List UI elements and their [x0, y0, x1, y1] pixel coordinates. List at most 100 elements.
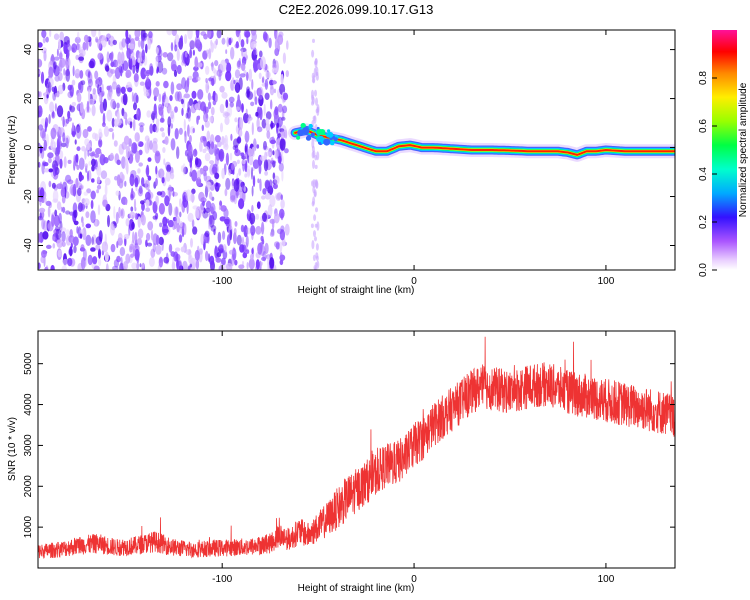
noise-blob	[50, 140, 54, 150]
noise-blob	[251, 167, 253, 180]
noise-blob	[167, 52, 174, 62]
noise-blob	[241, 62, 246, 72]
noise-blob	[257, 178, 260, 184]
noise-blob	[189, 171, 192, 177]
noise-blob	[286, 40, 289, 50]
noise-blob	[54, 103, 58, 112]
noise-blob	[136, 254, 140, 264]
noise-blob	[96, 176, 101, 184]
noise-blob	[241, 244, 247, 254]
noise-blob	[229, 219, 232, 231]
noise-blob	[315, 97, 318, 106]
noise-blob	[315, 180, 319, 189]
noise-blob	[69, 246, 73, 257]
noise-blob	[147, 175, 152, 181]
noise-blob	[188, 98, 194, 107]
noise-blob	[132, 248, 136, 256]
noise-blob	[59, 57, 66, 68]
noise-blob	[196, 62, 203, 68]
noise-blob	[43, 197, 47, 204]
noise-blob	[218, 148, 225, 162]
noise-blob	[313, 265, 317, 270]
noise-blob	[80, 80, 86, 86]
noise-blob	[205, 78, 208, 83]
noise-blob	[62, 132, 66, 143]
noise-blob	[257, 126, 263, 133]
noise-blob	[128, 43, 135, 50]
noise-blob	[239, 129, 243, 137]
noise-blob	[156, 191, 163, 196]
noise-blob	[185, 189, 192, 202]
noise-blob	[121, 38, 126, 48]
noise-blob	[78, 56, 84, 61]
noise-blob	[155, 177, 158, 187]
noise-blob	[43, 162, 49, 167]
noise-blob	[134, 132, 140, 142]
noise-blob	[141, 177, 145, 187]
noise-blob	[258, 86, 264, 100]
noise-blob	[274, 30, 278, 40]
noise-blob	[92, 88, 97, 95]
noise-blob	[115, 211, 119, 224]
noise-blob	[82, 159, 85, 165]
noise-blob	[225, 70, 232, 82]
noise-blob	[136, 109, 139, 120]
noise-blob	[104, 251, 109, 263]
noise-blob	[95, 147, 102, 155]
noise-blob	[281, 169, 284, 182]
y-tick-label: 5000	[23, 352, 34, 375]
noise-blob	[116, 84, 121, 97]
noise-blob	[39, 212, 42, 219]
colorbar-gradient	[712, 30, 737, 270]
noise-blob	[277, 155, 282, 164]
signal-blob	[302, 127, 310, 135]
noise-blob	[61, 116, 64, 121]
snr-frame	[37, 330, 676, 569]
noise-blob	[106, 109, 113, 122]
noise-blob	[247, 148, 253, 157]
noise-blob	[56, 48, 59, 57]
noise-blob	[258, 94, 264, 107]
noise-blob	[93, 265, 100, 270]
noise-blob	[243, 30, 250, 38]
noise-blob	[130, 194, 134, 201]
noise-blob	[310, 223, 314, 229]
noise-blob	[125, 253, 131, 264]
noise-blob	[163, 158, 166, 166]
noise-blob	[79, 184, 84, 190]
noise-blob	[138, 162, 143, 167]
noise-blob	[83, 198, 90, 207]
noise-blob	[118, 206, 121, 219]
noise-blob	[215, 182, 218, 187]
noise-blob	[148, 31, 153, 39]
noise-blob	[214, 172, 220, 180]
noise-blob	[171, 63, 178, 72]
noise-blob	[140, 214, 146, 226]
noise-blob	[255, 111, 259, 117]
noise-blob	[274, 106, 279, 116]
noise-blob	[38, 262, 41, 270]
noise-blob	[170, 111, 175, 123]
noise-blob	[52, 243, 56, 249]
noise-blob	[38, 58, 43, 68]
noise-blob	[223, 138, 227, 144]
noise-blob	[125, 145, 131, 159]
noise-blob	[225, 216, 231, 227]
noise-blob	[119, 246, 126, 257]
noise-blob	[38, 105, 43, 118]
noise-blob	[233, 138, 239, 148]
noise-blob	[162, 228, 169, 233]
noise-blob	[222, 230, 226, 240]
noise-blob	[220, 59, 227, 72]
noise-blob	[122, 60, 129, 71]
noise-blob	[175, 247, 181, 252]
noise-blob	[169, 95, 173, 102]
noise-blob	[98, 30, 101, 38]
noise-blob	[145, 191, 151, 201]
noise-blob	[102, 112, 106, 126]
noise-blob	[219, 216, 226, 222]
noise-blob	[110, 61, 115, 68]
noise-blob	[236, 234, 242, 246]
noise-blob	[250, 225, 256, 236]
noise-blob	[90, 199, 94, 210]
